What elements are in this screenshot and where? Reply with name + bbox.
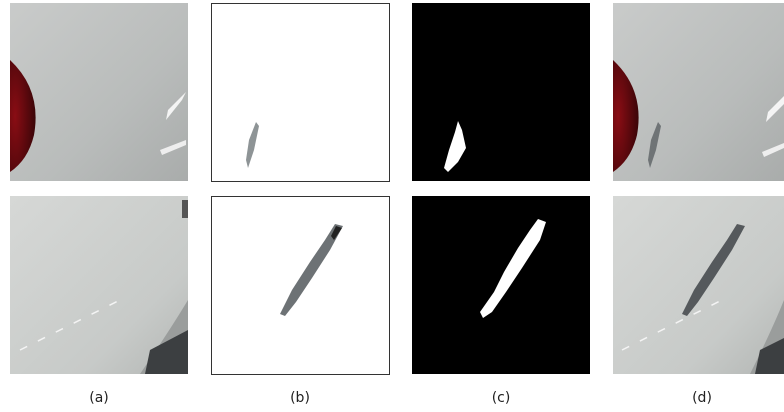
- caption: (d): [692, 390, 712, 406]
- overlay-d-top: [613, 3, 784, 181]
- mask-c-top: [412, 3, 590, 181]
- mask-b-bottom: [212, 197, 390, 375]
- figure: (a) (b) (c) (d): [0, 0, 784, 412]
- overlay-d-bottom: [613, 196, 784, 374]
- photo-a-top: [10, 3, 188, 181]
- caption: (c): [492, 390, 511, 406]
- mask-b-top: [212, 4, 390, 182]
- caption: (b): [290, 390, 310, 406]
- mask-c-bottom: [412, 196, 590, 374]
- caption: (a): [89, 390, 109, 406]
- photo-a-bottom: [10, 196, 188, 374]
